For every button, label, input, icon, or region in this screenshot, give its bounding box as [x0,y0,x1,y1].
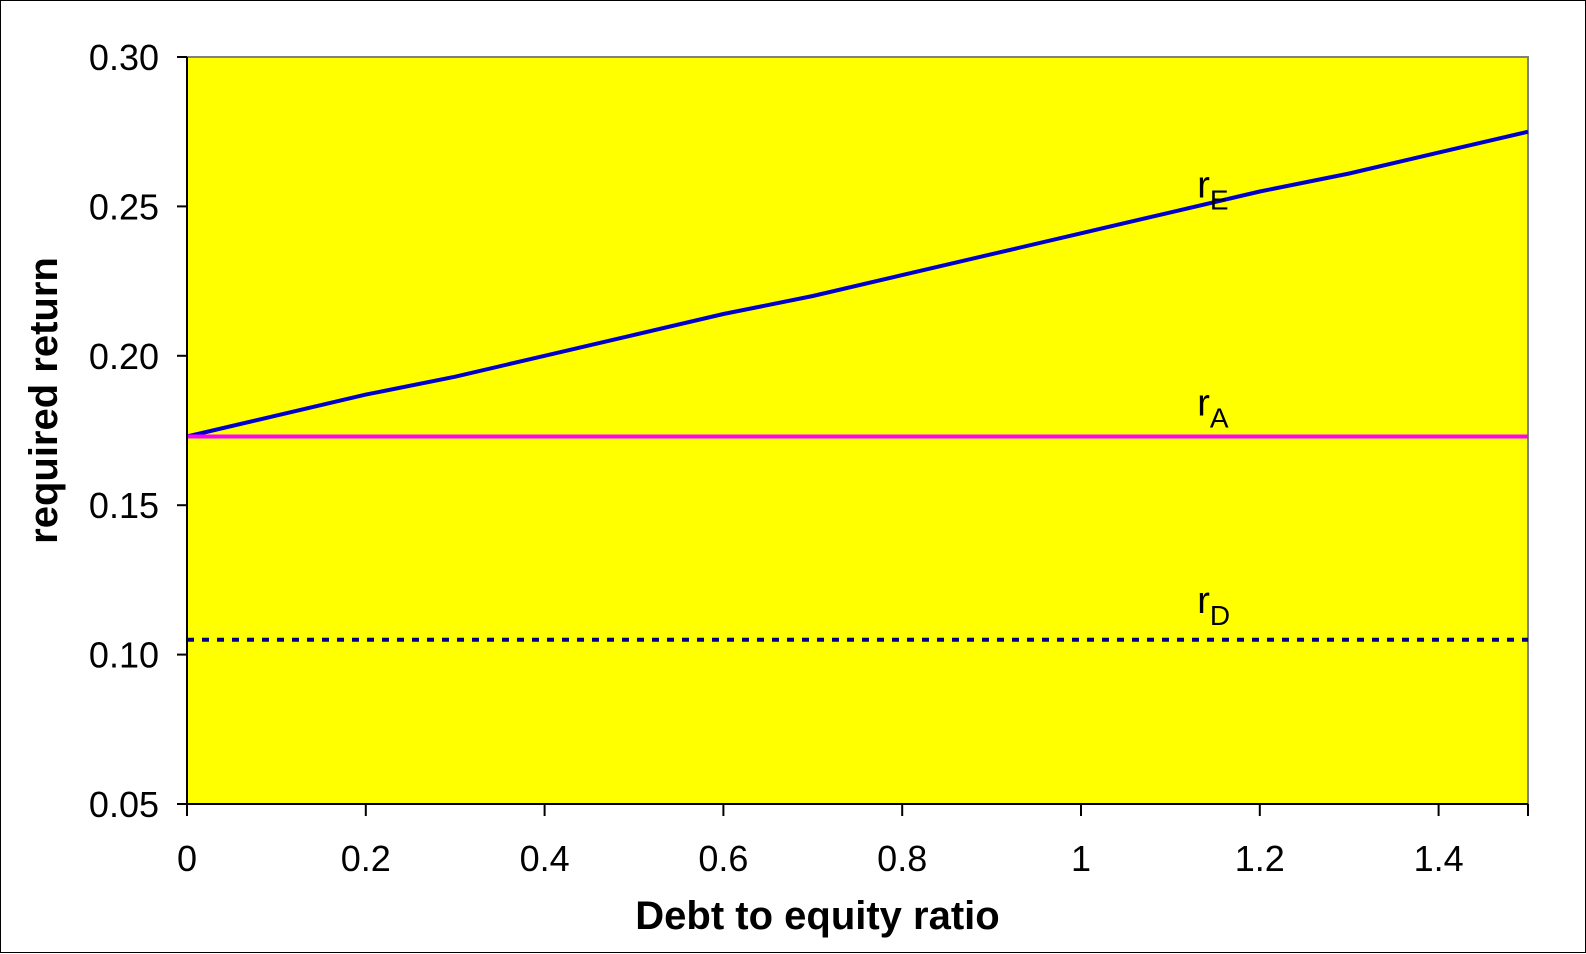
y-tick-label: 0.20 [89,336,159,377]
x-tick-label: 0.2 [341,838,391,879]
y-tick-label: 0.10 [89,635,159,676]
axes: 0.05 0.10 0.15 0.20 0.25 0.30 0 0.2 0.4 0.6 0.8 1 1.… [89,37,1529,879]
x-tick-label: 1.2 [1235,838,1285,879]
y-tick-label: 0.25 [89,186,159,227]
x-tick-label: 0.4 [520,838,570,879]
series-label-rE: rE [1197,164,1228,215]
series-labels: rE rA rD [1197,164,1230,630]
x-tick-label: 0 [177,838,197,879]
x-tick-label: 1 [1071,838,1091,879]
y-tick-label: 0.05 [89,784,159,825]
series-layer [186,129,1529,642]
y-tick-label: 0.15 [89,485,159,526]
series-label-rA: rA [1197,383,1229,434]
y-tick-label: 0.30 [89,37,159,78]
x-tick-label: 1.4 [1414,838,1464,879]
x-tick-label: 0.6 [698,838,748,879]
y-axis-title: required return [22,257,66,544]
x-tick-label: 0.8 [877,838,927,879]
series-label-rD: rD [1197,580,1230,631]
series-line-rE [186,129,1529,439]
x-axis-title: Debt to equity ratio [635,894,999,938]
plot-area [186,56,1529,805]
